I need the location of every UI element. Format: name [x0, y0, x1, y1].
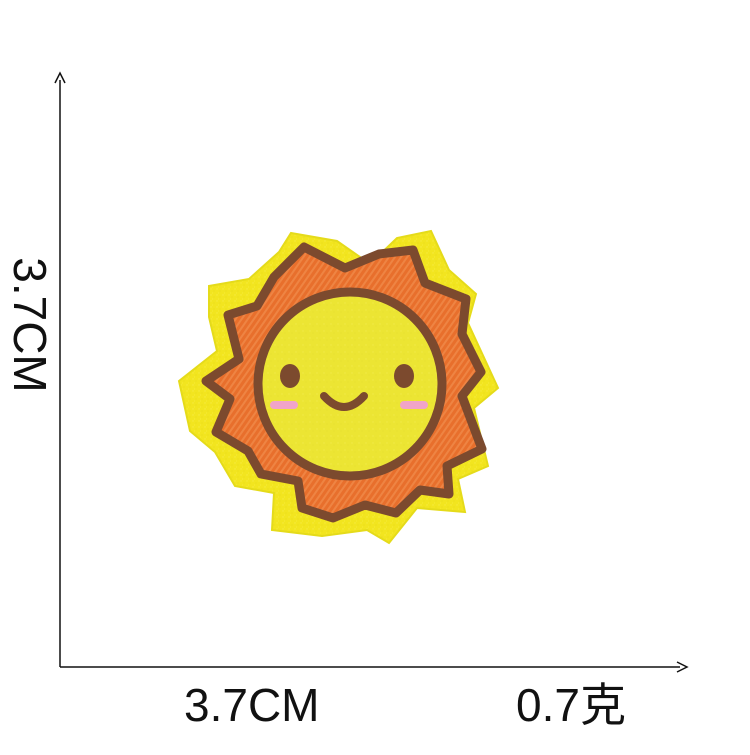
left-eye-icon	[280, 364, 300, 388]
smiling-sun-icon	[177, 229, 500, 545]
smile-icon	[320, 392, 368, 411]
left-cheek-icon	[270, 401, 298, 409]
weight-label: 0.7克	[516, 679, 626, 731]
height-dimension-label: 3.7CM	[4, 257, 56, 393]
right-cheek-icon	[400, 401, 428, 409]
width-dimension-label: 3.7CM	[184, 679, 320, 731]
right-eye-icon	[394, 364, 414, 388]
horizontal-arrowhead	[676, 661, 689, 673]
vertical-arrowhead	[54, 71, 66, 84]
sun-face	[253, 287, 447, 481]
